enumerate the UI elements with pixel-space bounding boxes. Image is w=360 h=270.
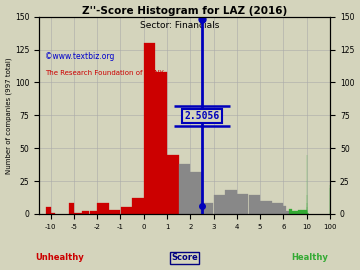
Bar [144,43,155,214]
Bar [69,203,74,214]
Text: Healthy: Healthy [291,253,328,262]
Bar [213,195,225,214]
Bar [272,203,283,214]
Bar [74,212,82,214]
Text: The Research Foundation of SUNY: The Research Foundation of SUNY [45,70,164,76]
Bar [109,210,120,214]
Y-axis label: Number of companies (997 total): Number of companies (997 total) [5,57,12,174]
Bar [298,210,301,214]
Bar [301,210,303,214]
Bar [248,195,260,214]
Text: 2.5056: 2.5056 [184,111,220,121]
Title: Z''-Score Histogram for LAZ (2016): Z''-Score Histogram for LAZ (2016) [82,6,287,16]
Bar [46,207,51,214]
Text: Sector: Financials: Sector: Financials [140,21,220,30]
Bar [260,201,271,214]
Bar [190,172,202,214]
Bar [289,209,292,214]
Bar [237,194,248,214]
Bar [295,211,298,214]
Bar [97,203,109,214]
Bar [51,212,55,214]
Bar [225,190,237,214]
Bar [286,211,289,214]
Bar [304,210,307,214]
Bar [283,206,286,214]
Text: ©www.textbiz.org: ©www.textbiz.org [45,52,114,61]
Text: Unhealthy: Unhealthy [35,253,84,262]
Bar [156,72,167,214]
Bar [167,155,179,214]
Bar [132,198,144,214]
Bar [82,211,89,214]
Bar [179,164,190,214]
Bar [121,207,132,214]
Bar [90,211,97,214]
Bar [202,203,213,214]
Text: Score: Score [171,253,198,262]
Bar [292,211,295,214]
